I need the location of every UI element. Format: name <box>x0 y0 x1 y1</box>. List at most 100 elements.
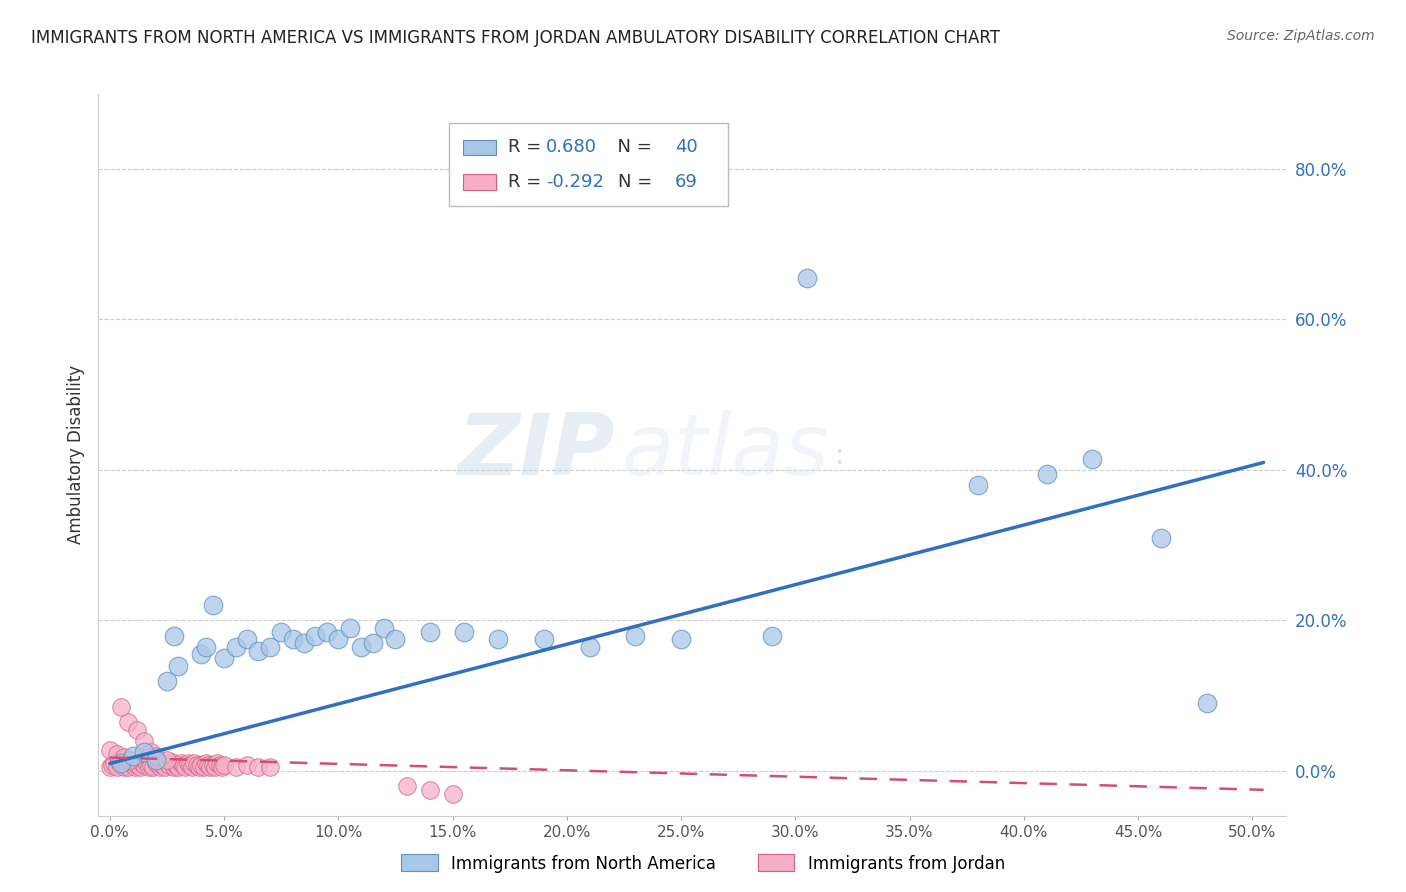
Point <box>117 715 139 730</box>
Point <box>1081 451 1104 466</box>
Point <box>212 758 235 772</box>
Bar <box>463 139 496 155</box>
Point <box>127 723 149 737</box>
Point <box>225 640 247 654</box>
Point <box>200 759 222 773</box>
Point <box>110 700 132 714</box>
Point <box>167 760 190 774</box>
Point <box>149 759 172 773</box>
Point <box>145 749 167 764</box>
Point <box>186 758 208 772</box>
Point <box>281 632 304 647</box>
Point <box>138 759 160 773</box>
Text: R =: R = <box>509 138 547 156</box>
Point <box>176 756 198 771</box>
Point <box>179 758 201 772</box>
Point <box>190 758 212 772</box>
Point <box>124 759 146 773</box>
Text: -0.292: -0.292 <box>547 173 605 192</box>
Point <box>167 658 190 673</box>
Text: IMMIGRANTS FROM NORTH AMERICA VS IMMIGRANTS FROM JORDAN AMBULATORY DISABILITY CO: IMMIGRANTS FROM NORTH AMERICA VS IMMIGRA… <box>31 29 1000 46</box>
Point <box>259 760 281 774</box>
Point <box>796 271 818 285</box>
Point <box>156 753 179 767</box>
Point <box>204 760 226 774</box>
Point <box>172 758 194 772</box>
Point <box>121 755 143 769</box>
Point <box>145 756 167 771</box>
Point <box>328 632 350 647</box>
Point <box>103 756 125 771</box>
Point <box>395 779 418 793</box>
Point <box>120 756 142 771</box>
Point <box>163 759 186 773</box>
Point <box>624 628 647 642</box>
Point <box>101 758 124 772</box>
Point <box>139 758 162 772</box>
Point <box>1035 467 1057 481</box>
Point <box>486 632 509 647</box>
Point <box>115 758 138 772</box>
Point <box>121 749 143 764</box>
Point <box>453 624 475 639</box>
Point <box>194 756 217 771</box>
Point <box>247 643 270 657</box>
Point <box>163 628 186 642</box>
Point <box>117 760 139 774</box>
Text: R =: R = <box>509 173 547 192</box>
Text: ZIP: ZIP <box>457 409 616 492</box>
Point <box>201 758 224 772</box>
Point <box>153 760 176 774</box>
Point <box>669 632 692 647</box>
Point <box>112 750 135 764</box>
Point <box>236 632 259 647</box>
Point <box>120 753 142 767</box>
Point <box>373 621 395 635</box>
Y-axis label: Ambulatory Disability: Ambulatory Disability <box>66 366 84 544</box>
Point <box>419 624 441 639</box>
Point <box>339 621 361 635</box>
Point <box>183 756 205 771</box>
Point <box>247 759 270 773</box>
Point <box>441 787 464 801</box>
Point <box>152 758 174 772</box>
Point <box>132 758 156 772</box>
Point <box>236 758 259 772</box>
Point <box>165 758 187 772</box>
Point <box>201 599 224 613</box>
Point <box>112 759 135 773</box>
Point <box>156 756 179 771</box>
Point <box>270 624 292 639</box>
Point <box>384 632 406 647</box>
Point <box>145 753 167 767</box>
Text: 69: 69 <box>675 173 697 192</box>
Point <box>533 632 555 647</box>
Point <box>194 640 217 654</box>
Point <box>142 760 165 774</box>
Point <box>146 755 169 769</box>
Point <box>225 760 247 774</box>
Point <box>110 756 132 771</box>
Point <box>188 759 211 773</box>
Point <box>157 758 180 772</box>
Text: N =: N = <box>606 138 657 156</box>
Point <box>156 673 179 688</box>
Point <box>205 756 228 771</box>
Point <box>190 648 212 662</box>
Point <box>127 758 149 772</box>
Point <box>193 760 215 774</box>
Point <box>212 651 235 665</box>
Point <box>292 636 315 650</box>
FancyBboxPatch shape <box>449 122 728 206</box>
Point <box>181 760 204 774</box>
Point <box>132 745 156 759</box>
Point <box>174 759 197 773</box>
Point <box>105 760 128 774</box>
Point <box>197 758 219 772</box>
Point <box>108 755 131 769</box>
Text: atlas: atlas <box>621 409 830 492</box>
Text: 0.680: 0.680 <box>547 138 598 156</box>
Point <box>131 756 153 771</box>
Point <box>1195 696 1218 710</box>
Point <box>128 760 150 774</box>
